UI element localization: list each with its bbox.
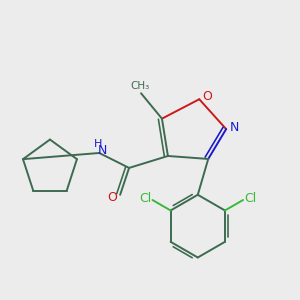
Text: CH₃: CH₃ — [130, 81, 149, 91]
Text: O: O — [108, 191, 118, 204]
Text: Cl: Cl — [244, 192, 256, 205]
Text: Cl: Cl — [139, 192, 151, 205]
Text: H: H — [94, 139, 103, 149]
Text: O: O — [202, 90, 212, 103]
Text: N: N — [230, 121, 239, 134]
Text: N: N — [98, 143, 107, 157]
